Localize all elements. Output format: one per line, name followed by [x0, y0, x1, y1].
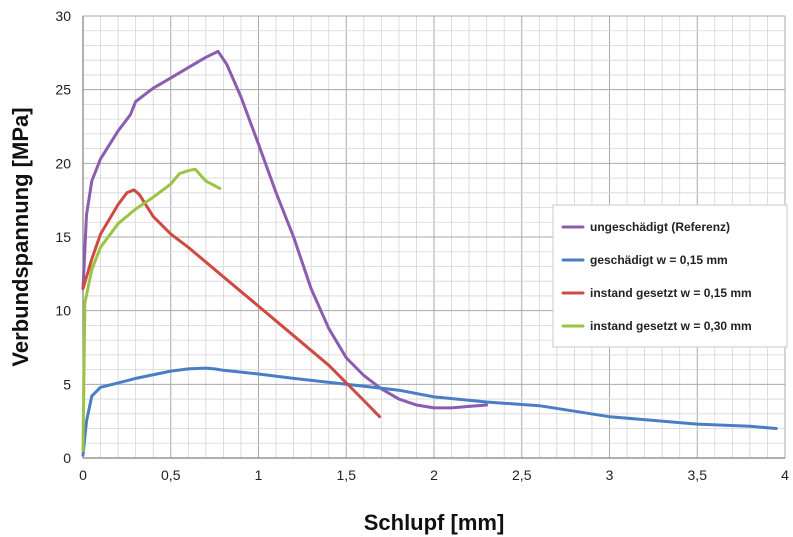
x-axis-title: Schlupf [mm] [364, 510, 505, 535]
series-line-1 [81, 49, 489, 410]
series-line-3 [81, 188, 382, 419]
legend-label-3: instand gesetzt w = 0,15 mm [590, 286, 752, 300]
series-line-2 [81, 366, 778, 457]
x-tick-label: 2 [430, 467, 438, 483]
x-tick-label: 4 [781, 467, 789, 483]
y-tick-label: 10 [55, 303, 71, 319]
series-line-4 [81, 167, 222, 453]
y-tick-label: 30 [55, 8, 71, 24]
x-tick-label: 3 [606, 467, 614, 483]
legend-label-4: instand gesetzt w = 0,30 mm [590, 319, 752, 333]
x-tick-label: 1,5 [337, 467, 357, 483]
x-tick-label: 2,5 [512, 467, 532, 483]
legend-box [552, 204, 788, 348]
legend: ungeschädigt (Referenz) geschädigt w = 0,… [552, 204, 788, 348]
legend-label-1: ungeschädigt (Referenz) [590, 220, 730, 234]
y-tick-label: 15 [55, 229, 71, 245]
x-tick-label: 3,5 [688, 467, 708, 483]
y-tick-label: 25 [55, 82, 71, 98]
legend-label-2: geschädigt w = 0,15 mm [590, 253, 728, 267]
series-lines [81, 49, 778, 457]
x-tick-label: 0 [79, 467, 87, 483]
y-tick-label: 0 [63, 450, 71, 466]
gridlines [82, 15, 786, 459]
y-tick-label: 20 [55, 155, 71, 171]
y-tick-labels: 0 5 10 15 20 25 30 [55, 8, 71, 466]
y-tick-label: 5 [63, 376, 71, 392]
x-tick-label: 1 [255, 467, 263, 483]
y-axis-title: Verbundspannung [MPa] [8, 107, 33, 366]
x-tick-label: 0,5 [161, 467, 181, 483]
x-tick-labels: 0 0,5 1 1,5 2 2,5 3 3,5 4 [79, 467, 789, 483]
